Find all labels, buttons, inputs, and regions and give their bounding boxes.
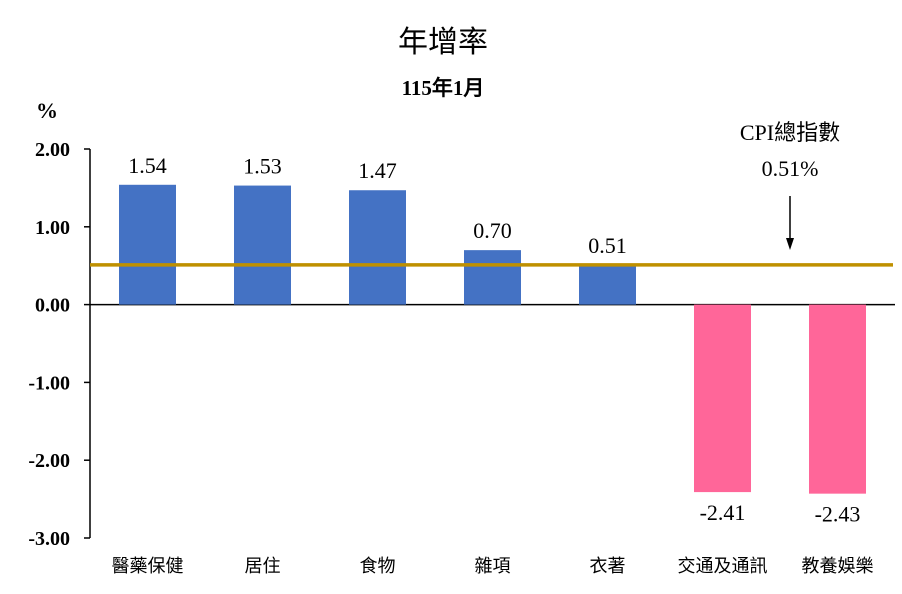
bar [809,304,866,494]
bar [464,250,521,305]
data-label: 0.51 [588,233,627,258]
y-axis-unit: % [36,98,58,123]
bar [349,190,406,305]
x-category-label: 居住 [245,556,281,577]
y-tick-label: -1.00 [28,372,70,394]
x-category-label: 雜項 [475,556,511,577]
bar [579,264,636,305]
x-category-label: 衣著 [590,556,626,577]
y-tick-label: -3.00 [28,528,70,550]
reference-arrow-head [786,238,794,250]
data-label: 0.70 [473,218,512,243]
data-label: 1.54 [128,153,167,178]
x-category-label: 醫藥保健 [112,556,184,577]
x-category-label: 教養娛樂 [802,556,874,577]
y-tick-label: 1.00 [35,217,70,239]
x-category-label: 食物 [360,556,396,577]
y-tick-label: -2.00 [28,450,70,472]
reference-label-line2: 0.51% [762,156,819,181]
y-tick-label: 0.00 [35,295,70,317]
chart-title: 年增率 [398,26,488,59]
data-label: -2.41 [700,500,746,525]
chart-subtitle: 115年1月 [402,76,485,100]
bar [119,184,176,305]
bar [234,185,291,305]
data-label: 1.47 [358,158,397,183]
data-label: -2.43 [815,502,861,527]
data-label: 1.53 [243,154,282,179]
reference-label-line1: CPI總指數 [740,120,840,145]
bar [694,304,751,493]
x-category-label: 交通及通訊 [678,556,768,577]
y-tick-label: 2.00 [35,139,70,161]
